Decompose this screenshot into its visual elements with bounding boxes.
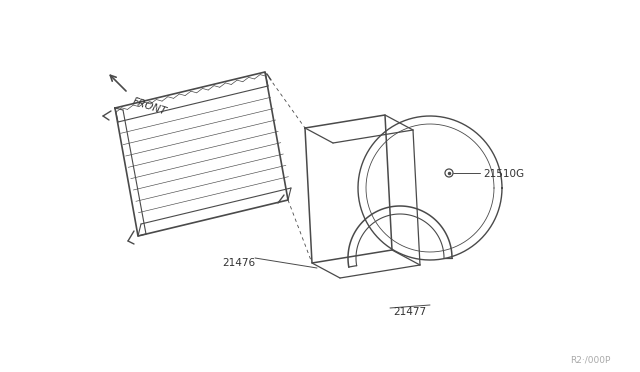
Text: 21476: 21476	[222, 258, 255, 268]
Text: R2·/000P: R2·/000P	[570, 356, 610, 365]
Text: FRONT: FRONT	[131, 96, 168, 116]
Text: 21510G: 21510G	[483, 169, 524, 179]
Text: 21477: 21477	[393, 307, 426, 317]
